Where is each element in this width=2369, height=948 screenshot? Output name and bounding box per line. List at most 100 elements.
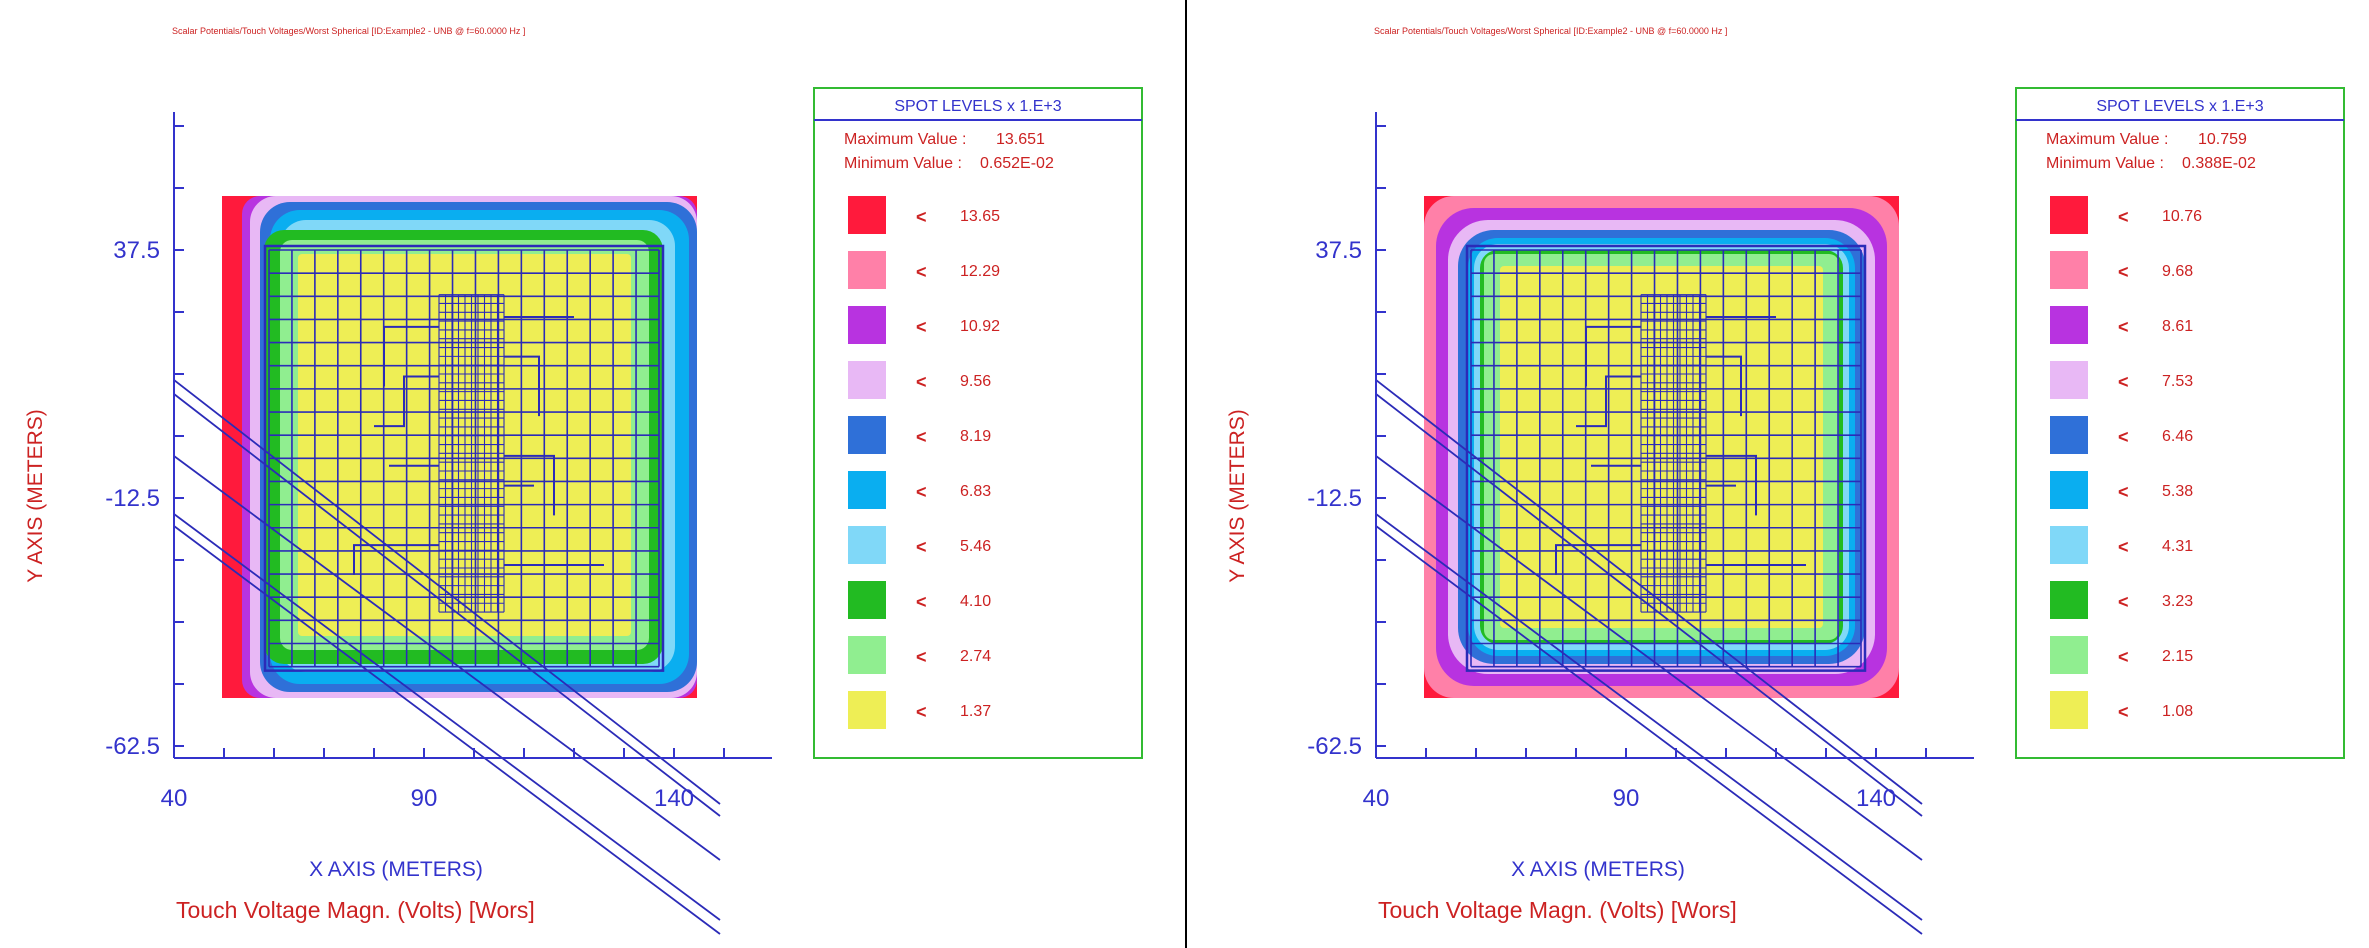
legend-swatch xyxy=(848,251,886,289)
feeder-branch xyxy=(1576,375,1641,428)
legend-marker: < xyxy=(916,317,927,337)
legend-swatch xyxy=(848,361,886,399)
y-tick-label: -62.5 xyxy=(1307,733,1362,760)
plot-caption: Touch Voltage Magn. (Volts) [Wors] xyxy=(176,897,535,923)
diagonal-conductor xyxy=(173,525,721,935)
legend-level-value: 10.76 xyxy=(2162,208,2202,225)
legend-swatch xyxy=(2050,581,2088,619)
legend-swatch xyxy=(2050,361,2088,399)
legend-swatch xyxy=(848,471,886,509)
legend-marker: < xyxy=(2118,647,2129,667)
y-axis-title: Y AXIS (METERS) xyxy=(1226,409,1249,583)
legend-level-value: 6.83 xyxy=(960,483,991,500)
x-tick-label: 90 xyxy=(411,785,438,812)
legend-marker: < xyxy=(2118,372,2129,392)
legend-level-value: 12.29 xyxy=(960,263,1000,280)
y-tick-label: -12.5 xyxy=(1307,485,1362,512)
feeder-branches xyxy=(353,315,604,575)
diagonal-conductor xyxy=(173,513,721,921)
legend-swatch xyxy=(2050,471,2088,509)
x-tick-label: 90 xyxy=(1613,785,1640,812)
legend-swatch xyxy=(848,581,886,619)
legend-marker: < xyxy=(916,207,927,227)
legend-level-value: 13.65 xyxy=(960,208,1000,225)
legend: SPOT LEVELS x 1.E+3 Maximum Value : 10.759… xyxy=(2015,87,2345,759)
legend-marker: < xyxy=(916,592,927,612)
legend-title: SPOT LEVELS x 1.E+3 xyxy=(894,98,1061,115)
legend-level-value: 4.10 xyxy=(960,593,991,610)
min-value-label: Minimum Value : xyxy=(844,155,962,172)
diagonal-conductor xyxy=(1375,513,1923,921)
min-value: 0.652E-02 xyxy=(980,155,1054,172)
legend-level-value: 2.15 xyxy=(2162,648,2193,665)
y-tick-label: -62.5 xyxy=(105,733,160,760)
feeder-branch xyxy=(1555,544,1641,575)
legend-swatch xyxy=(2050,306,2088,344)
legend-level-value: 2.74 xyxy=(960,648,991,665)
feeder-branch xyxy=(1706,355,1742,417)
legend-marker: < xyxy=(2118,207,2129,227)
legend-marker: < xyxy=(916,702,927,722)
contour-band-9 xyxy=(1500,266,1823,628)
legend-swatch xyxy=(848,196,886,234)
legend-level-value: 7.53 xyxy=(2162,373,2193,390)
plot-header: Scalar Potentials/Touch Voltages/Worst S… xyxy=(1374,26,1727,36)
diagonal-conductor xyxy=(173,379,721,805)
legend-marker: < xyxy=(916,372,927,392)
diagonal-conductor xyxy=(173,393,721,817)
x-axis-title: X AXIS (METERS) xyxy=(309,858,483,881)
feeder-branch xyxy=(1706,454,1757,516)
feeder-branch xyxy=(374,375,439,428)
diagonal-conductor xyxy=(1375,393,1923,817)
x-tick-label: 140 xyxy=(654,785,694,812)
diagonal-conductor xyxy=(1375,525,1923,935)
heatmap-region xyxy=(222,196,697,698)
max-value: 13.651 xyxy=(996,131,1045,148)
legend-level-value: 6.46 xyxy=(2162,428,2193,445)
y-tick-label: 37.5 xyxy=(113,237,160,264)
legend-level-value: 10.92 xyxy=(960,318,1000,335)
legend-swatch xyxy=(2050,251,2088,289)
plot-header: Scalar Potentials/Touch Voltages/Worst S… xyxy=(172,26,525,36)
legend-marker: < xyxy=(2118,482,2129,502)
x-tick-label: 40 xyxy=(1363,785,1390,812)
legend-swatch xyxy=(2050,691,2088,729)
legend-frame xyxy=(813,87,1143,759)
x-tick-label: 40 xyxy=(161,785,188,812)
y-tick-label: -12.5 xyxy=(105,485,160,512)
max-value-label: Maximum Value : xyxy=(844,131,966,148)
legend-marker: < xyxy=(916,482,927,502)
legend-marker: < xyxy=(916,537,927,557)
legend-swatch xyxy=(848,306,886,344)
diagonal-conductor xyxy=(1375,379,1923,805)
chart-panel-left: Scalar Potentials/Touch Voltages/Worst S… xyxy=(24,26,1143,935)
legend-level-value: 8.19 xyxy=(960,428,991,445)
min-value: 0.388E-02 xyxy=(2182,155,2256,172)
legend-level-value: 1.08 xyxy=(2162,703,2193,720)
diagonal-conductor xyxy=(1375,455,1923,861)
feeder-branches xyxy=(1555,315,1806,575)
diagonal-conductor xyxy=(173,455,721,861)
legend-marker: < xyxy=(916,427,927,447)
feeder-branch xyxy=(504,355,540,417)
y-axis-title: Y AXIS (METERS) xyxy=(24,409,47,583)
conductor-grid xyxy=(263,244,665,672)
legend-swatch xyxy=(848,526,886,564)
legend-swatch xyxy=(2050,636,2088,674)
diagonal-conductors xyxy=(173,379,721,935)
legend-level-value: 9.56 xyxy=(960,373,991,390)
legend-title: SPOT LEVELS x 1.E+3 xyxy=(2096,98,2263,115)
axes xyxy=(1375,112,1974,759)
legend-level-value: 1.37 xyxy=(960,703,991,720)
legend-swatch xyxy=(848,416,886,454)
legend-level-value: 9.68 xyxy=(2162,263,2193,280)
legend-level-value: 4.31 xyxy=(2162,538,2193,555)
legend-marker: < xyxy=(2118,262,2129,282)
legend-swatch xyxy=(2050,196,2088,234)
legend-swatch xyxy=(2050,526,2088,564)
legend-marker: < xyxy=(916,262,927,282)
feeder-branch xyxy=(504,454,555,516)
legend-marker: < xyxy=(916,647,927,667)
